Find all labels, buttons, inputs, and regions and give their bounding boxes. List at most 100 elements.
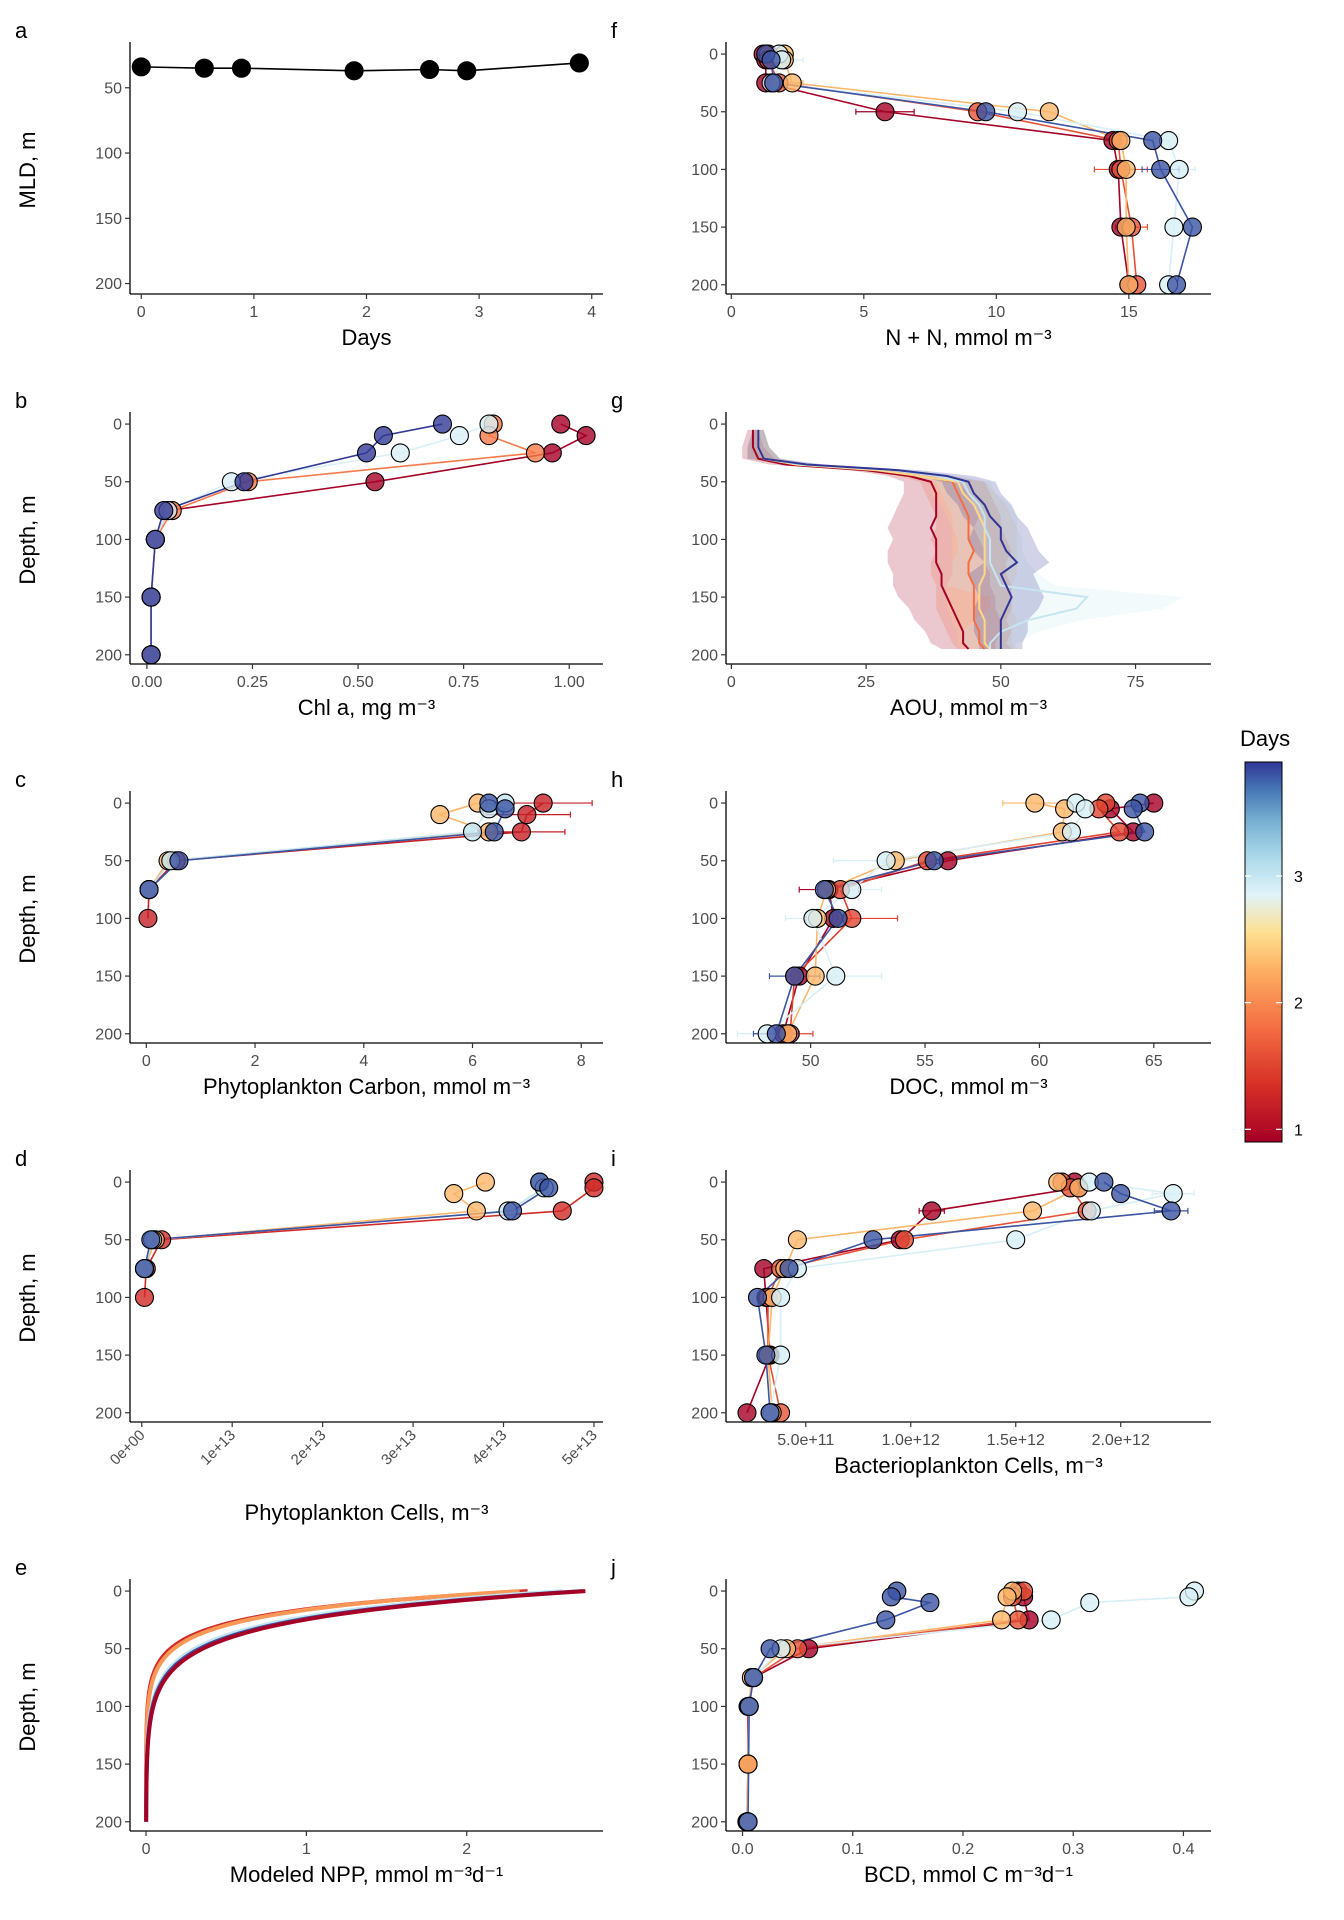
data-point <box>842 880 862 900</box>
data-point <box>1111 1184 1131 1204</box>
data-point <box>766 1024 786 1044</box>
data-point <box>1094 1172 1114 1192</box>
data-point <box>1080 1593 1100 1613</box>
data-point <box>484 822 504 842</box>
y-tick-label: 150 <box>95 1757 122 1774</box>
series-line <box>143 1181 551 1269</box>
panel-letter: c <box>15 767 26 792</box>
data-point <box>756 1345 776 1365</box>
series-line <box>757 429 1019 650</box>
data-point <box>761 50 781 70</box>
y-axis-title: MLD, m <box>15 132 40 209</box>
y-tick-label: 200 <box>95 1026 122 1043</box>
panel-letter: i <box>611 1146 616 1171</box>
data-point <box>1182 217 1202 237</box>
x-tick-label: 0.75 <box>448 674 479 691</box>
y-tick-label: 0 <box>113 1175 122 1192</box>
data-point <box>539 1178 559 1198</box>
colorbar-label: 1 <box>1294 1122 1303 1139</box>
x-tick-label: 0.4 <box>1172 1841 1194 1858</box>
x-tick-label: 6 <box>468 1053 477 1070</box>
y-axis-title: Depth, m <box>15 495 40 584</box>
x-tick-label: 8 <box>577 1053 586 1070</box>
x-tick-label: 0.0 <box>731 1841 753 1858</box>
y-tick-label: 50 <box>104 1641 122 1658</box>
data-point <box>1116 217 1136 237</box>
data-point <box>525 443 545 463</box>
y-tick-label: 50 <box>700 1232 718 1249</box>
x-axis-title: DOC, mmol m⁻³ <box>889 1074 1047 1099</box>
x-tick-label: 0.00 <box>131 674 162 691</box>
data-point <box>764 73 784 93</box>
y-tick-label: 150 <box>95 1348 122 1365</box>
x-tick-label: 55 <box>916 1053 934 1070</box>
x-tick-label: 0.25 <box>237 674 268 691</box>
y-tick-label: 150 <box>691 590 718 607</box>
confidence-band <box>742 429 1001 650</box>
x-tick-label: 2 <box>362 304 371 321</box>
data-point <box>1119 275 1139 295</box>
panel-letter: f <box>611 18 618 43</box>
data-point <box>533 793 553 813</box>
y-tick-label: 200 <box>691 1026 718 1043</box>
data-point <box>738 1812 758 1832</box>
data-point <box>997 1587 1017 1607</box>
data-point <box>479 793 499 813</box>
x-tick-label: 50 <box>992 674 1010 691</box>
panel-g: 0 25 50 75 0 50 100 150 200 g AOU, mmol m⁻³ <box>611 388 1211 720</box>
data-point <box>131 57 151 77</box>
y-tick-label: 50 <box>104 1232 122 1249</box>
x-tick-label: 2e+13 <box>288 1427 330 1469</box>
colorbar <box>1244 761 1283 1143</box>
x-tick-label: 10 <box>987 304 1005 321</box>
data-point <box>138 908 158 928</box>
panel-letter: d <box>15 1146 27 1171</box>
data-point <box>134 1287 155 1307</box>
series-line <box>143 1181 546 1269</box>
y-tick-label: 200 <box>691 1814 718 1831</box>
data-point <box>894 1230 915 1250</box>
y-tick-label: 100 <box>95 911 122 928</box>
data-point <box>976 102 996 122</box>
x-tick-label: 5 <box>859 304 868 321</box>
data-point <box>803 908 823 928</box>
data-point <box>466 1201 486 1221</box>
data-point <box>1169 159 1189 179</box>
data-point <box>344 61 364 81</box>
y-tick-label: 50 <box>700 104 718 121</box>
data-point <box>432 414 453 434</box>
y-tick-label: 50 <box>104 474 122 491</box>
data-point <box>1166 275 1187 295</box>
panel-letter: h <box>611 767 623 792</box>
y-tick-label: 50 <box>700 1641 718 1658</box>
y-tick-label: 100 <box>691 1290 718 1307</box>
y-tick-label: 0 <box>709 796 718 813</box>
data-point <box>1179 1587 1199 1607</box>
data-point <box>747 1287 768 1307</box>
x-axis-title: Chl a, mg m⁻³ <box>298 695 436 720</box>
x-tick-label: 3e+13 <box>378 1427 420 1469</box>
y-tick-label: 100 <box>95 1699 122 1716</box>
data-point <box>134 1259 155 1279</box>
series-line <box>143 1181 486 1269</box>
x-tick-label: 65 <box>1145 1053 1163 1070</box>
y-tick-label: 200 <box>691 647 718 664</box>
x-tick-label: 0 <box>142 1841 151 1858</box>
data-point <box>462 822 483 842</box>
data-point <box>517 805 537 825</box>
x-tick-label: 0 <box>137 304 146 321</box>
y-tick-label: 100 <box>691 911 718 928</box>
panel-letter: j <box>610 1555 616 1580</box>
y-tick-label: 200 <box>95 1814 122 1831</box>
data-point <box>1143 131 1163 151</box>
panel-e: 0 1 2 0 50 100 150 200 e Modeled NPP, mmol m⁻³d⁻¹… <box>15 1555 603 1887</box>
series-line <box>756 1181 1172 1413</box>
x-tick-label: 0.2 <box>952 1841 974 1858</box>
panel-d: 0e+00 1e+13 2e+13 3e+13 4e+13 5e+13 0 50 100 150 2… <box>15 1146 604 1525</box>
data-point <box>1123 799 1143 819</box>
series-line <box>148 802 506 891</box>
y-tick-label: 0 <box>709 1584 718 1601</box>
data-point <box>875 102 895 122</box>
x-tick-label: 1 <box>249 304 258 321</box>
data-point <box>430 805 450 825</box>
